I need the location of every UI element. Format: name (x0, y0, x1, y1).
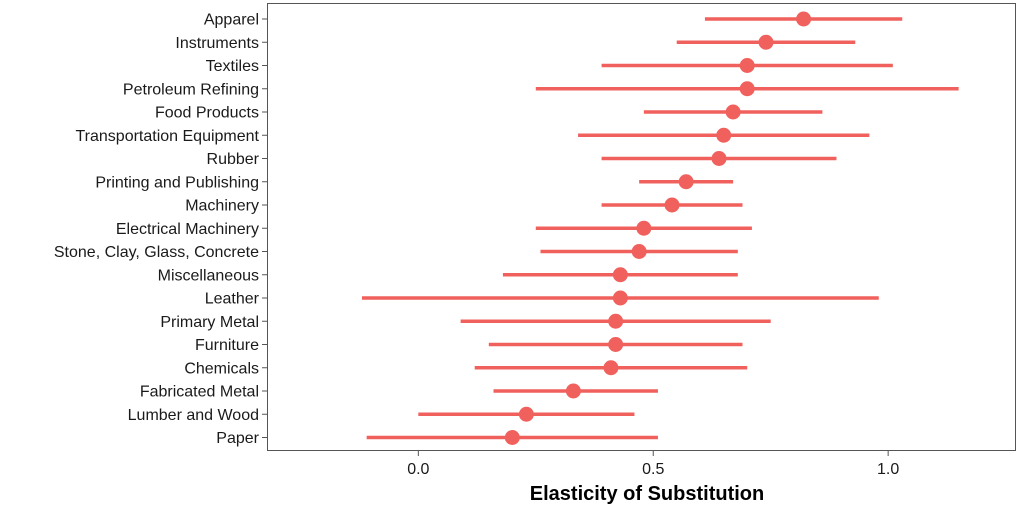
point-estimate (739, 81, 755, 97)
y-tick-label: Instruments (175, 35, 259, 52)
point-estimate (664, 197, 680, 213)
point-estimate (678, 174, 694, 190)
y-tick-label: Lumber and Wood (128, 407, 259, 424)
y-tick-label: Machinery (185, 198, 259, 215)
y-tick-label: Chemicals (184, 360, 259, 377)
point-estimate (796, 11, 812, 27)
point-estimate (504, 430, 520, 445)
y-tick-label: Petroleum Refining (123, 81, 259, 98)
y-tick-label: Apparel (204, 12, 259, 29)
y-tick-label: Rubber (207, 151, 260, 168)
point-estimate (725, 104, 741, 120)
x-tick-label: 0.5 (642, 461, 664, 478)
x-tick-label: 1.0 (877, 461, 899, 478)
y-tick-label: Food Products (155, 105, 259, 122)
y-tick-label: Primary Metal (160, 314, 259, 331)
y-tick-label: Printing and Publishing (95, 174, 259, 191)
y-tick-label: Furniture (195, 337, 259, 354)
point-estimate (739, 58, 755, 73)
point-estimate (565, 383, 581, 399)
point-estimate (711, 151, 727, 166)
y-axis: Apparel Instruments Textiles Petroleum Refi… (54, 12, 268, 447)
point-estimate (608, 337, 624, 352)
point-estimate (518, 406, 534, 422)
x-tick-label: 0.0 (407, 461, 429, 478)
point-estimate (612, 290, 628, 306)
y-tick-label: Miscellaneous (158, 267, 259, 284)
point-estimate (603, 360, 619, 376)
point-estimates (504, 11, 812, 445)
x-axis: 0.0 0.5 1.0 (407, 450, 899, 478)
y-tick-label: Electrical Machinery (116, 221, 259, 238)
y-tick-label: Paper (216, 430, 259, 447)
y-tick-label: Leather (205, 291, 260, 308)
point-estimate (631, 244, 647, 259)
y-tick-label: Fabricated Metal (140, 384, 259, 401)
x-axis-title: Elasticity of Substitution (530, 483, 764, 505)
point-estimate (608, 313, 624, 329)
y-tick-label: Stone, Clay, Glass, Concrete (54, 244, 259, 261)
y-tick-label: Transportation Equipment (75, 128, 259, 145)
point-estimate (636, 220, 652, 236)
y-tick-label: Textiles (206, 58, 259, 75)
point-estimate (758, 34, 774, 50)
point-estimate (612, 267, 628, 283)
point-estimate (716, 127, 732, 143)
